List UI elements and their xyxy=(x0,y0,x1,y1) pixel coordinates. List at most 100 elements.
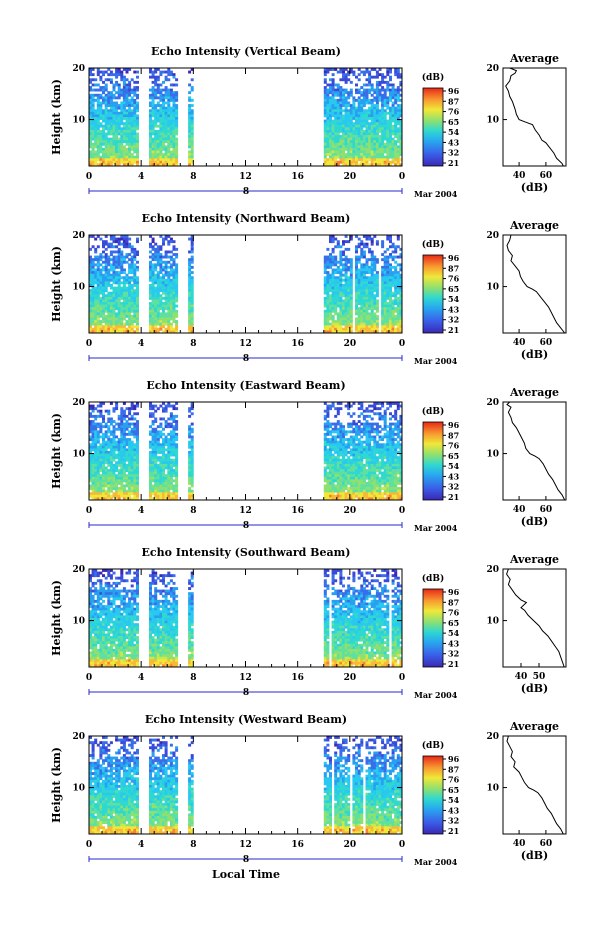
heatmap-cell xyxy=(383,119,387,123)
heatmap-cell xyxy=(326,476,330,480)
heatmap-cell xyxy=(381,322,385,326)
heatmap-cell xyxy=(339,135,343,138)
heatmap-cell xyxy=(162,476,165,480)
heatmap-cell xyxy=(102,86,105,89)
heatmap-cell xyxy=(389,314,392,318)
heatmap-cell xyxy=(344,153,348,156)
heatmap-cell xyxy=(102,425,105,429)
heatmap-cell xyxy=(378,114,382,118)
heatmap-cell xyxy=(167,453,171,457)
heatmap-cell xyxy=(394,145,398,149)
heatmap-cell xyxy=(120,307,124,311)
heatmap-cell xyxy=(162,158,165,162)
heatmap-cell xyxy=(375,271,379,274)
heatmap-cell xyxy=(370,93,374,97)
heatmap-cell xyxy=(396,327,400,331)
heatmap-cell xyxy=(331,240,335,244)
heatmap-cell xyxy=(130,142,134,146)
heatmap-cell xyxy=(362,320,366,323)
heatmap-cell xyxy=(331,158,335,162)
heatmap-cell xyxy=(136,432,139,436)
heatmap-cell xyxy=(128,268,132,272)
heatmap-cell xyxy=(164,494,168,498)
average-x-tick-label: 40 xyxy=(513,338,526,348)
heatmap-cell xyxy=(383,278,387,282)
heatmap-cell xyxy=(96,448,100,452)
heatmap-cell xyxy=(125,476,129,480)
heatmap-cell xyxy=(362,327,366,331)
heatmap-cell xyxy=(133,304,137,308)
heatmap-cell xyxy=(102,73,105,77)
heatmap-cell xyxy=(151,258,155,262)
heatmap-cell xyxy=(96,83,100,87)
heatmap-cell xyxy=(334,278,338,282)
heatmap-cell xyxy=(104,83,108,87)
heatmap-cell xyxy=(162,145,165,149)
heatmap-cell xyxy=(329,307,332,311)
heatmap-cell xyxy=(91,114,95,118)
heatmap-cell xyxy=(107,276,111,280)
heatmap-cell xyxy=(175,265,179,269)
heatmap-cell xyxy=(117,453,121,457)
heatmap-cell xyxy=(175,463,179,467)
heatmap-cell xyxy=(162,291,165,295)
heatmap-cell xyxy=(373,98,377,102)
colorbar xyxy=(422,254,444,334)
heatmap-cell xyxy=(169,281,173,285)
heatmap-cell xyxy=(159,106,163,110)
heatmap-cell xyxy=(151,119,155,123)
heatmap-cell xyxy=(115,263,119,267)
heatmap-cell xyxy=(331,111,335,115)
heatmap-cell xyxy=(149,494,152,498)
heatmap-cell xyxy=(383,127,387,131)
heatmap-cell xyxy=(133,158,137,162)
heatmap-cell xyxy=(175,312,179,316)
heatmap-cell xyxy=(365,278,369,282)
heatmap-cell xyxy=(339,127,343,131)
heatmap-cell xyxy=(344,304,348,308)
heatmap-cell xyxy=(349,271,353,274)
heatmap-cell xyxy=(334,106,338,110)
heatmap-cell xyxy=(99,469,103,472)
heatmap-cell xyxy=(99,158,103,162)
heatmap-cell xyxy=(151,289,155,293)
heatmap-cell xyxy=(172,245,176,249)
heatmap-cell xyxy=(394,260,398,264)
heatmap-cell xyxy=(130,317,134,321)
heatmap-cell xyxy=(365,322,369,326)
heatmap-cell xyxy=(128,253,132,256)
heatmap-cell xyxy=(151,75,155,79)
heatmap-cell xyxy=(394,96,398,100)
heatmap-cell xyxy=(136,430,139,434)
heatmap-cell xyxy=(329,304,332,308)
heatmap-cell xyxy=(399,111,403,115)
heatmap-cell xyxy=(344,273,348,277)
heatmap-cell xyxy=(89,278,92,282)
heatmap-cell xyxy=(151,302,155,305)
heatmap-cell xyxy=(125,240,129,244)
heatmap-cell xyxy=(323,402,327,405)
heatmap-cell xyxy=(334,150,338,154)
heatmap-cell xyxy=(329,325,332,329)
heatmap-cell xyxy=(151,132,155,136)
heatmap-cell xyxy=(164,78,168,82)
heatmap-cell xyxy=(149,320,152,323)
heatmap-cell xyxy=(394,309,398,313)
heatmap-cell xyxy=(167,494,171,498)
heatmap-cell xyxy=(99,327,103,331)
heatmap-cell xyxy=(342,250,345,254)
heatmap-cell xyxy=(112,245,116,249)
heatmap-cell xyxy=(391,83,395,87)
heatmap-cell xyxy=(360,242,364,246)
heatmap-cell xyxy=(91,299,95,303)
heatmap-cell xyxy=(102,117,105,120)
heatmap-cell xyxy=(159,96,163,100)
heatmap-cell xyxy=(122,330,126,334)
heatmap-cell xyxy=(149,155,152,159)
heatmap-cell xyxy=(394,163,398,167)
heatmap-cell xyxy=(133,317,137,321)
heatmap-cell xyxy=(133,312,137,316)
heatmap-cell xyxy=(151,155,155,159)
heatmap-cell xyxy=(331,296,335,300)
heatmap-cell xyxy=(117,296,121,300)
